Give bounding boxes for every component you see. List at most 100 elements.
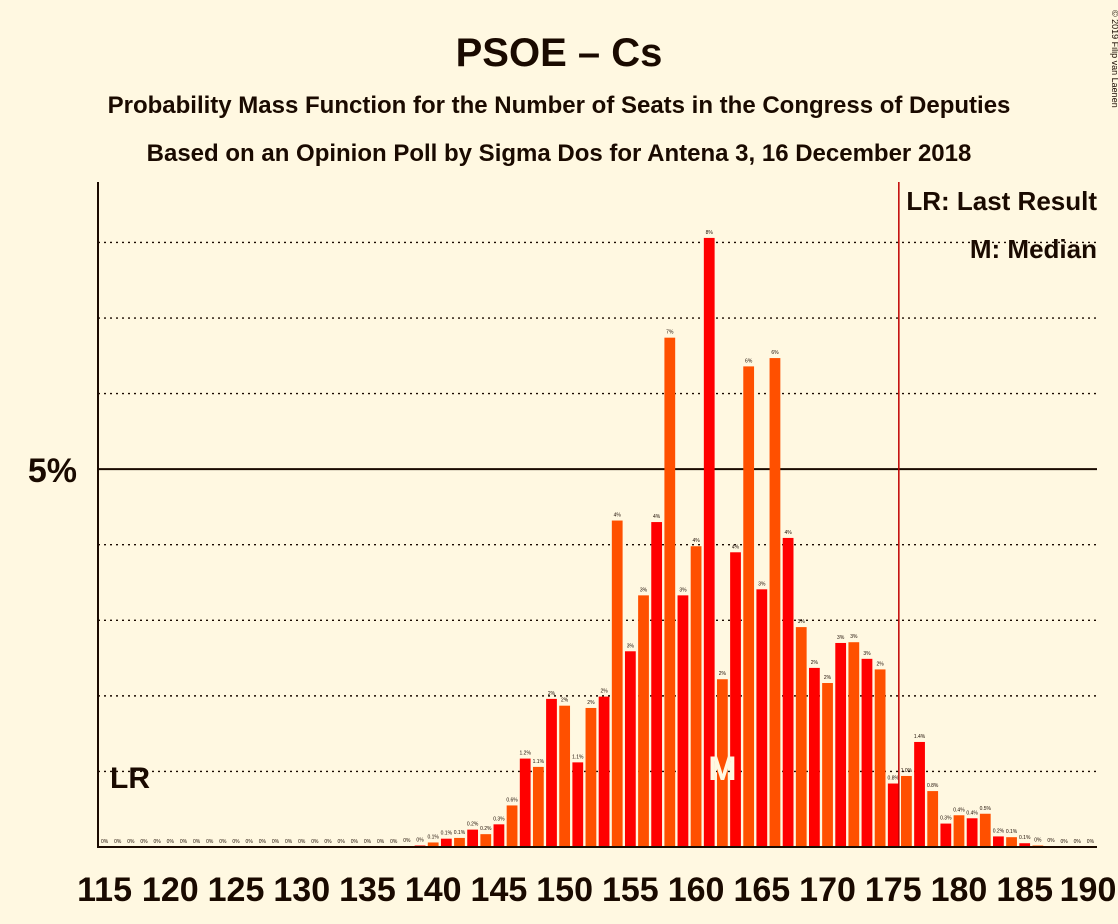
bar-label-seat-154: 4% bbox=[614, 513, 622, 519]
bar-seat-151 bbox=[572, 762, 584, 847]
x-tick-label-180: 180 bbox=[931, 871, 988, 909]
bar-label-seat-156: 3% bbox=[640, 587, 648, 593]
bar-seat-146 bbox=[506, 805, 518, 847]
bar-label-seat-130: 0% bbox=[298, 839, 306, 845]
chart-title: PSOE – Cs bbox=[456, 31, 663, 75]
bar-seat-141 bbox=[440, 838, 452, 847]
bar-label-seat-171: 3% bbox=[837, 635, 845, 641]
bar-seat-185 bbox=[1019, 843, 1031, 847]
bar-seat-156 bbox=[638, 595, 649, 847]
bar-label-seat-141: 0.1% bbox=[441, 831, 453, 837]
bar-label-seat-158: 7% bbox=[666, 330, 674, 336]
x-tick-label-150: 150 bbox=[536, 871, 593, 909]
bar-label-seat-178: 0.8% bbox=[927, 783, 939, 789]
x-tick-label-145: 145 bbox=[471, 871, 528, 909]
bar-label-seat-184: 0.1% bbox=[1006, 829, 1018, 835]
bar-label-seat-134: 0% bbox=[351, 839, 359, 845]
bar-seat-162 bbox=[716, 679, 728, 847]
bar-label-seat-175: 0.8% bbox=[888, 776, 900, 782]
bar-label-seat-151: 1.1% bbox=[572, 754, 584, 760]
bar-label-seat-163: 4% bbox=[732, 544, 740, 550]
bar-label-seat-188: 0% bbox=[1061, 839, 1069, 845]
bar-label-seat-120: 0% bbox=[167, 839, 175, 845]
bar-seat-174 bbox=[874, 669, 886, 847]
bar-label-seat-157: 4% bbox=[653, 514, 661, 520]
bar-label-seat-159: 3% bbox=[679, 587, 687, 593]
bar-seat-184 bbox=[1006, 837, 1017, 847]
x-tick-label-170: 170 bbox=[799, 871, 856, 909]
bar-label-seat-117: 0% bbox=[127, 839, 135, 845]
bar-label-seat-153: 2% bbox=[600, 689, 608, 695]
bar-seat-157 bbox=[651, 522, 663, 847]
chart-subtitle-source: Based on an Opinion Poll by Sigma Dos fo… bbox=[147, 140, 972, 167]
median-marker-label: M bbox=[708, 750, 736, 788]
bar-label-seat-115: 0% bbox=[101, 839, 109, 845]
bar-label-seat-166: 6% bbox=[771, 350, 779, 356]
bar-seat-167 bbox=[782, 537, 794, 847]
bar-seat-140 bbox=[427, 842, 439, 847]
bar-seat-149 bbox=[546, 698, 557, 847]
x-tick-label-120: 120 bbox=[142, 871, 199, 909]
bar-seat-168 bbox=[795, 627, 807, 847]
bar-label-seat-137: 0% bbox=[390, 839, 398, 845]
chart-subtitle: Probability Mass Function for the Number… bbox=[108, 92, 1011, 119]
bar-label-seat-190: 0% bbox=[1087, 839, 1095, 845]
x-tick-label-185: 185 bbox=[996, 871, 1053, 909]
bar-label-seat-119: 0% bbox=[154, 839, 162, 845]
bar-seat-150 bbox=[559, 705, 571, 847]
x-tick-label-160: 160 bbox=[668, 871, 725, 909]
bar-label-seat-135: 0% bbox=[364, 839, 372, 845]
bar-label-seat-162: 2% bbox=[719, 671, 727, 677]
bar-seat-145 bbox=[493, 824, 505, 847]
bar-label-seat-123: 0% bbox=[206, 839, 214, 845]
bar-label-seat-169: 2% bbox=[811, 660, 819, 666]
bar-seat-165 bbox=[756, 589, 768, 847]
bar-seat-143 bbox=[467, 829, 479, 847]
x-tick-label-190: 190 bbox=[1060, 871, 1117, 909]
bar-label-seat-147: 1.2% bbox=[520, 751, 532, 757]
bar-label-seat-126: 0% bbox=[246, 839, 254, 845]
y-tick-label-5pct: 5% bbox=[28, 452, 77, 490]
bar-label-seat-149: 2% bbox=[548, 691, 556, 697]
bar-label-seat-168: 3% bbox=[798, 619, 806, 625]
bar-label-seat-172: 3% bbox=[850, 634, 858, 640]
copyright-note: © 2019 Filip van Laenen bbox=[1110, 10, 1118, 108]
bar-label-seat-132: 0% bbox=[324, 839, 332, 845]
bar-seat-183 bbox=[993, 836, 1004, 847]
bar-seat-172 bbox=[848, 642, 860, 847]
bar-label-seat-142: 0.1% bbox=[454, 830, 466, 836]
x-tick-label-175: 175 bbox=[865, 871, 922, 909]
x-tick-label-135: 135 bbox=[339, 871, 396, 909]
legend-last-result: LR: Last Result bbox=[906, 186, 1097, 216]
bar-label-seat-187: 0% bbox=[1047, 838, 1055, 844]
bar-label-seat-183: 0.2% bbox=[993, 828, 1005, 834]
bar-seat-178 bbox=[927, 791, 939, 847]
bar-label-seat-185: 0.1% bbox=[1019, 835, 1031, 841]
grid-lines bbox=[98, 241, 1097, 773]
bar-label-seat-118: 0% bbox=[140, 839, 148, 845]
bar-label-seat-144: 0.2% bbox=[480, 826, 492, 832]
bar-seat-170 bbox=[822, 683, 833, 847]
bar-label-seat-143: 0.2% bbox=[467, 822, 479, 828]
bar-label-seat-180: 0.4% bbox=[953, 807, 965, 813]
lr-marker-label: LR bbox=[110, 762, 150, 795]
bar-label-seat-125: 0% bbox=[232, 839, 240, 845]
bar-label-seat-155: 3% bbox=[627, 643, 635, 649]
bar-label-seat-136: 0% bbox=[377, 839, 385, 845]
bar-seat-147 bbox=[519, 758, 531, 847]
bar-seat-154 bbox=[611, 520, 623, 847]
bar-seat-148 bbox=[532, 766, 544, 847]
bar-seat-163 bbox=[730, 552, 741, 847]
bar-seat-164 bbox=[743, 366, 755, 847]
bar-label-seat-164: 6% bbox=[745, 358, 753, 364]
bar-label-seat-121: 0% bbox=[180, 839, 188, 845]
bar-seat-166 bbox=[769, 358, 781, 847]
bar-label-seat-177: 1.4% bbox=[914, 734, 926, 740]
bar-label-seat-140: 0.1% bbox=[427, 834, 439, 840]
bar-label-seat-146: 0.6% bbox=[506, 797, 518, 803]
bar-label-seat-138: 0% bbox=[403, 838, 411, 844]
x-tick-labels: 115 120 125 130 135 140 145 150 155 160 165 170 175 1… bbox=[77, 871, 1116, 909]
legend-median: M: Median bbox=[970, 234, 1097, 264]
bar-seat-161 bbox=[703, 237, 715, 847]
